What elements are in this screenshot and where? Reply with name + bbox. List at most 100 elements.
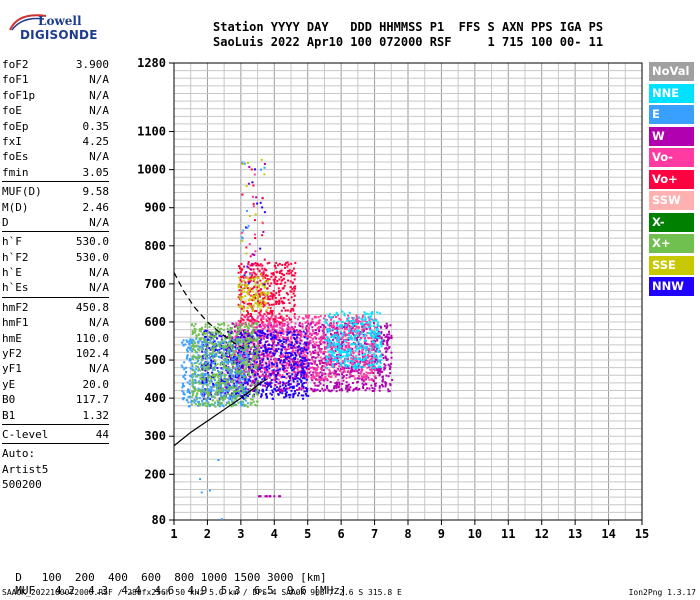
echo-point (301, 356, 304, 359)
echo-point (250, 371, 253, 374)
echo-point (370, 334, 373, 337)
echo-point (230, 336, 233, 339)
echo-point (374, 360, 377, 363)
echo-point (336, 314, 339, 317)
echo-point (280, 388, 283, 391)
param-value: 450.8 (75, 300, 109, 314)
echo-point (236, 376, 239, 379)
echo-point (252, 390, 255, 393)
echo-point (261, 320, 264, 323)
echo-point (228, 369, 231, 372)
echo-point (336, 340, 339, 343)
echo-point (268, 347, 271, 350)
echo-point (277, 378, 280, 381)
echo-point (353, 324, 356, 327)
echo-point (352, 355, 355, 358)
echo-point (369, 360, 372, 363)
echo-point (357, 372, 360, 375)
echo-point (294, 317, 297, 320)
echo-point (214, 396, 217, 399)
y-tick-label: 300 (144, 429, 166, 443)
echo-point (283, 319, 286, 322)
echo-point (251, 287, 254, 290)
echo-point (318, 344, 321, 347)
param-name: h`F (2, 235, 22, 249)
echo-point (292, 267, 295, 270)
echo-point (343, 312, 346, 315)
echo-point (374, 332, 377, 335)
echo-point (276, 323, 279, 326)
echo-point (339, 324, 342, 327)
echo-point (197, 387, 200, 390)
echo-point (237, 326, 240, 329)
echo-point (322, 317, 325, 320)
echo-point (256, 281, 259, 284)
echo-point (240, 298, 243, 301)
echo-point (261, 300, 264, 303)
legend-item-vo-plus: Vo+ (649, 169, 694, 189)
echo-point (231, 397, 234, 400)
echo-point (221, 345, 224, 348)
echo-point (267, 312, 270, 315)
echo-point (284, 337, 287, 340)
echo-point (299, 355, 302, 358)
echo-point (240, 364, 243, 367)
echo-point (344, 322, 347, 325)
echo-point (347, 383, 350, 386)
echo-point (290, 363, 293, 366)
echo-point (251, 319, 254, 322)
echo-point (260, 282, 263, 285)
param-name: foF2 (2, 58, 29, 71)
echo-point (254, 374, 257, 377)
echo-point (214, 401, 217, 404)
echo-point (365, 371, 368, 374)
echo-point (298, 315, 301, 318)
echo-point (257, 286, 260, 289)
echo-point (345, 374, 348, 377)
echo-point (315, 374, 318, 377)
echo-point (267, 324, 270, 327)
echo-point (388, 368, 391, 371)
echo-point (267, 384, 270, 387)
echo-point (203, 330, 206, 333)
echo-point (292, 376, 295, 379)
echo-point (242, 301, 245, 304)
echo-point (282, 354, 285, 357)
echo-point (242, 391, 245, 394)
echo-point (356, 320, 359, 323)
echo-point (215, 386, 218, 389)
echo-point (245, 348, 248, 351)
echo-point (248, 280, 251, 283)
echo-point (203, 345, 206, 348)
echo-point (258, 293, 261, 296)
echo-point (298, 386, 301, 389)
echo-point (242, 276, 245, 279)
echo-point (240, 353, 243, 356)
echo-point (228, 333, 231, 336)
echo-point (302, 397, 305, 400)
echo-point (317, 384, 320, 387)
echo-point (257, 300, 260, 303)
echo-point (191, 345, 194, 348)
echo-point (385, 340, 388, 343)
echo-point (260, 158, 263, 161)
echo-point (328, 353, 331, 356)
echo-point (262, 291, 265, 294)
echo-point (359, 343, 362, 346)
echo-point (350, 331, 353, 334)
echo-point (243, 390, 246, 393)
echo-point (318, 337, 321, 340)
echo-point (256, 364, 259, 367)
echo-point (270, 331, 273, 334)
echo-point (296, 349, 299, 352)
echo-point (290, 344, 293, 347)
echo-point (245, 353, 248, 356)
echo-point (190, 362, 193, 365)
echo-point (283, 387, 286, 390)
echo-point (248, 324, 251, 327)
echo-point (322, 389, 325, 392)
echo-point (252, 304, 255, 307)
echo-point (247, 261, 250, 264)
echo-point (294, 389, 297, 392)
echo-point (343, 339, 346, 342)
